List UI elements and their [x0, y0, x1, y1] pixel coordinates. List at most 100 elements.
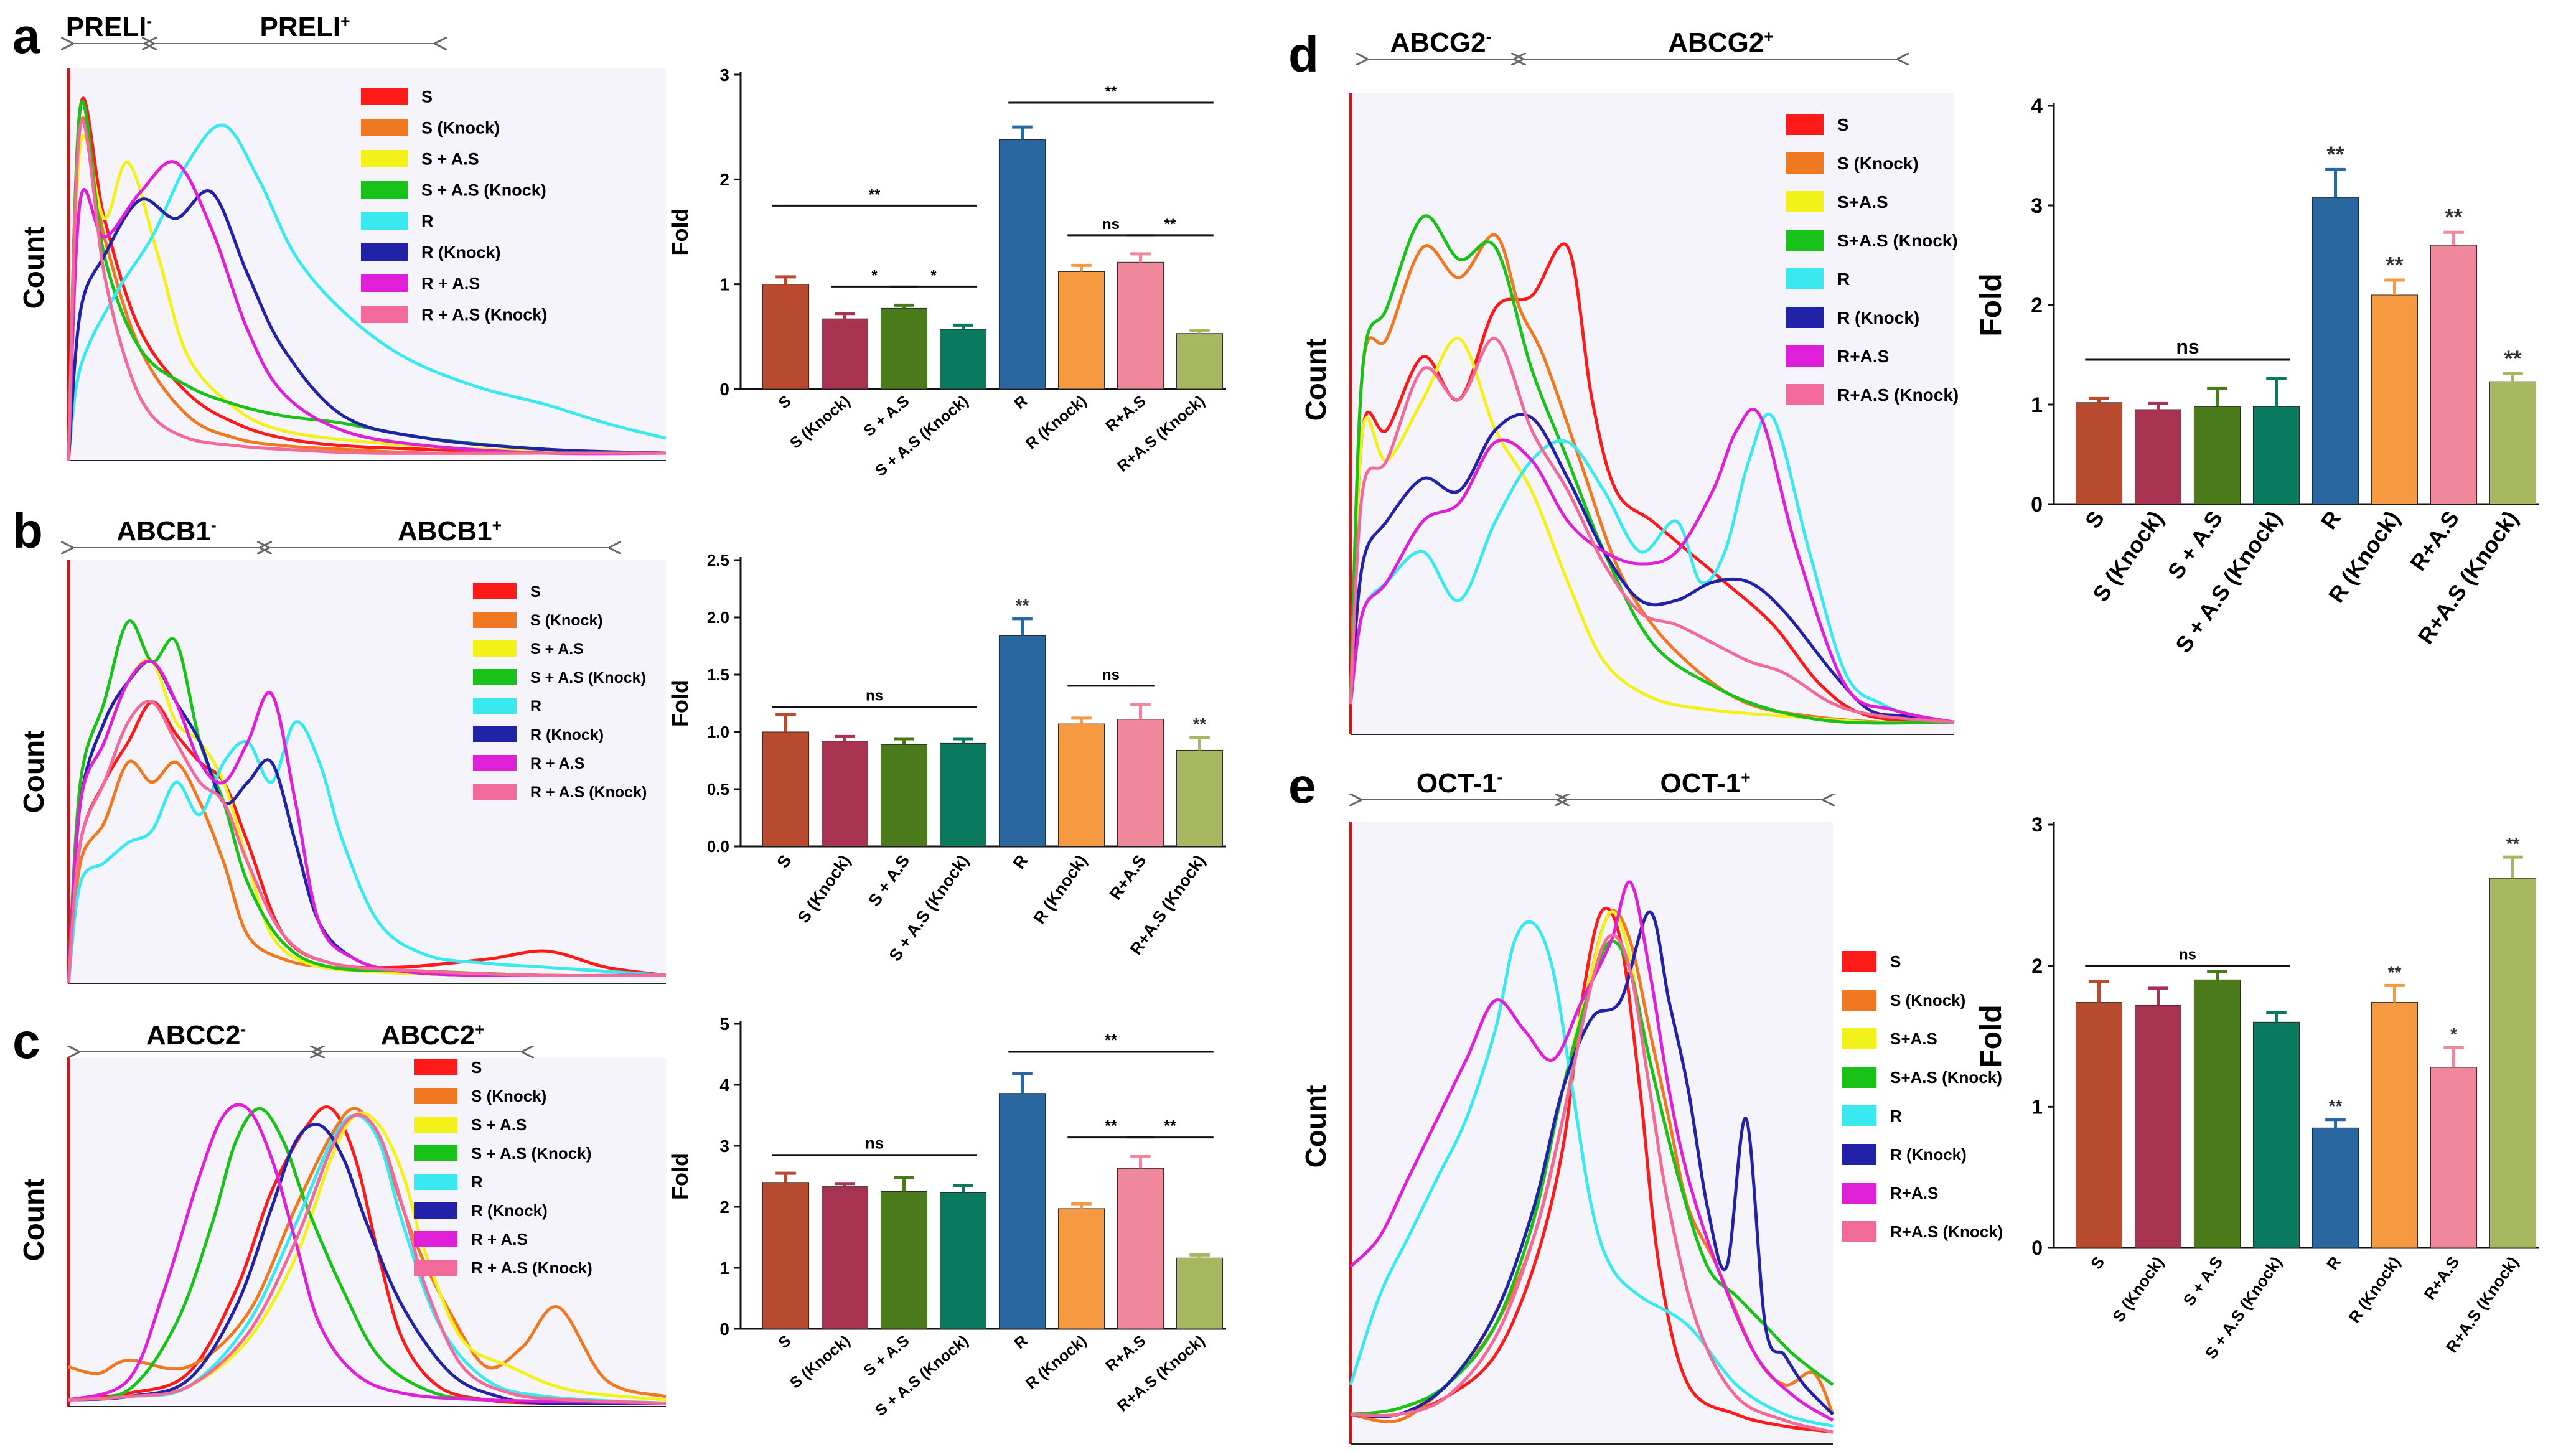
bar-y-axis-label: Fold	[1975, 273, 2008, 336]
x-category-label: R	[1009, 851, 1032, 872]
bar	[821, 741, 869, 847]
x-category-label: R	[1011, 392, 1031, 413]
x-category-label: R (Knock)	[1023, 1332, 1090, 1392]
legend-swatch	[361, 181, 408, 199]
legend-label: S+A.S	[1837, 192, 1888, 212]
panel-letter-b: b	[12, 503, 43, 558]
legend-label: R + A.S (Knock)	[471, 1258, 592, 1277]
legend-swatch	[473, 669, 517, 685]
legend-label: R	[530, 698, 541, 715]
legend-label: S + A.S	[471, 1115, 527, 1134]
y-tick-label: 0.0	[707, 837, 729, 856]
bar	[2193, 979, 2241, 1248]
bar	[2075, 1002, 2123, 1248]
x-category-label: S (Knock)	[794, 851, 855, 926]
x-category-label: S	[775, 392, 795, 412]
bar	[2489, 878, 2537, 1248]
x-category-label: S + A.S (Knock)	[2170, 506, 2287, 657]
histogram-series-line	[68, 1113, 667, 1405]
legend-swatch	[473, 583, 517, 599]
gate-sign-negative: -	[240, 1020, 246, 1039]
histogram-series-line	[1350, 910, 1834, 1418]
bar	[1176, 1257, 1224, 1329]
legend-swatch	[1786, 114, 1824, 135]
significance-label: **	[1105, 1117, 1118, 1135]
x-category-label: S (Knock)	[2109, 1253, 2167, 1326]
legend-swatch	[414, 1174, 457, 1190]
bar-significance-label: **	[1193, 714, 1207, 734]
bar-significance-label: *	[2450, 1024, 2457, 1044]
gate-label-negative: ABCB1-	[116, 516, 216, 546]
legend-label: R	[1890, 1107, 1902, 1125]
legend-label: S	[421, 87, 433, 106]
legend-swatch	[1786, 345, 1824, 367]
histogram-series-line	[1349, 407, 1955, 724]
legend-label: S (Knock)	[1890, 991, 1965, 1009]
legend-label: S + A.S	[421, 149, 479, 168]
bar	[1057, 271, 1105, 390]
bar	[880, 1191, 928, 1329]
gate-label-negative: PRELI-	[66, 12, 152, 42]
legend-swatch	[361, 119, 408, 136]
bar-significance-label: **	[2326, 141, 2344, 167]
bar	[998, 139, 1046, 390]
y-tick-label: 2	[719, 170, 729, 189]
bar	[1057, 1208, 1105, 1329]
histogram-series-line	[1349, 412, 1955, 724]
panel-letter-c: c	[12, 1013, 40, 1069]
y-tick-label: 5	[719, 1014, 729, 1034]
histogram-b: ABCB1- ABCB1+ Count S S (Knock) S + A.S S + A.…	[17, 516, 667, 984]
gate-label-positive: ABCC2+	[381, 1020, 485, 1051]
histogram-series-line	[1349, 920, 1834, 1428]
histogram-series-line	[67, 189, 667, 461]
legend-label: R+A.S	[1837, 347, 1889, 366]
legend-swatch	[414, 1117, 457, 1133]
x-category-label: S + A.S	[865, 851, 914, 909]
gate-label-negative: ABCG2-	[1390, 27, 1492, 58]
legend-label: R + A.S	[421, 274, 480, 293]
legend-label: R (Knock)	[1837, 308, 1919, 327]
gate-sign-negative: -	[146, 12, 152, 30]
histogram-series-line	[67, 123, 667, 461]
legend-label: R	[1837, 269, 1850, 289]
x-category-label: R (Knock)	[2344, 1253, 2404, 1326]
bar	[880, 744, 928, 847]
panel-letter-e: e	[1288, 758, 1316, 813]
legend-label: R+A.S (Knock)	[1890, 1222, 2003, 1241]
gate-label-positive: ABCG2+	[1668, 27, 1773, 58]
x-category-label: R (Knock)	[1023, 392, 1090, 452]
histogram-series-line	[1349, 233, 1955, 724]
bar	[998, 1093, 1046, 1329]
legend-label: S+A.S (Knock)	[1890, 1068, 2002, 1087]
legend-swatch	[473, 726, 517, 742]
legend-swatch	[1786, 268, 1824, 289]
y-tick-label: 3	[2031, 194, 2043, 218]
gate-sign-negative: -	[1486, 27, 1492, 46]
bar	[762, 1182, 810, 1329]
significance-label: *	[871, 267, 878, 284]
legend-swatch	[1842, 1221, 1876, 1242]
legend-swatch	[1842, 1067, 1876, 1088]
y-tick-label: 0	[2031, 1237, 2043, 1259]
y-tick-label: 1	[2031, 393, 2043, 417]
gate-sign-positive: +	[1764, 27, 1773, 46]
legend-label: R (Knock)	[471, 1201, 548, 1220]
legend-label: S (Knock)	[471, 1087, 546, 1105]
gate-sign-negative: -	[211, 516, 217, 535]
bar	[2134, 409, 2182, 505]
legend-label: S	[1837, 115, 1849, 134]
histogram-series-line	[67, 160, 667, 461]
legend-swatch	[361, 306, 408, 323]
legend-label: R + A.S (Knock)	[530, 784, 647, 801]
bar	[998, 635, 1046, 847]
x-category-label: R+A.S	[2420, 1253, 2463, 1303]
histogram-series-line	[67, 700, 667, 984]
bar	[2075, 402, 2123, 505]
legend-label: S	[530, 583, 541, 601]
bar-significance-label: **	[2445, 204, 2462, 230]
bar	[2371, 1002, 2419, 1248]
legend-swatch	[1786, 191, 1824, 212]
legend-swatch	[361, 212, 408, 230]
x-category-label: R+A.S	[1106, 851, 1150, 903]
legend-swatch	[414, 1088, 457, 1104]
